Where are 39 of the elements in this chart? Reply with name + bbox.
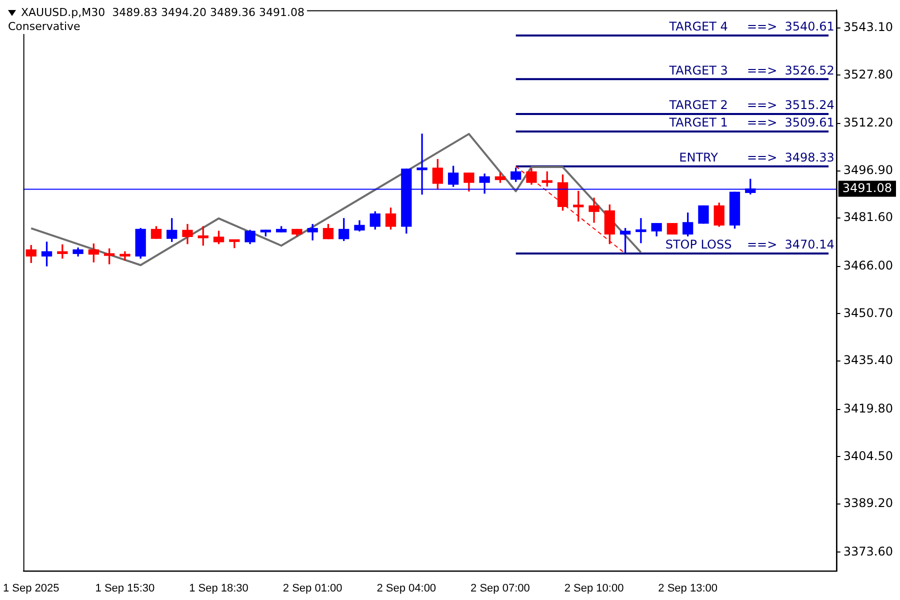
candlestick — [260, 230, 272, 236]
series-label: TARGET 3 — [668, 63, 728, 78]
y-tick-label: 3389.20 — [843, 496, 893, 510]
y-tick-label: 3496.90 — [843, 162, 893, 177]
x-tick-label: 1 Sep 15:30 — [95, 582, 155, 594]
series-label: TARGET 1 — [668, 116, 728, 130]
data-label: ==> 3540.61 — [746, 20, 834, 34]
series-label: TARGET 4 — [668, 20, 728, 34]
candlestick — [573, 190, 584, 222]
y-tick-label: 3512.20 — [843, 116, 893, 130]
ref-line-label: 3491.08 — [842, 180, 892, 195]
x-tick-label: 2 Sep 04:00 — [376, 582, 436, 594]
data-label: ==> 3509.61 — [746, 116, 834, 130]
y-tick-label: 3419.80 — [843, 401, 893, 416]
y-tick-label: 3543.10 — [843, 20, 893, 34]
candlestick — [666, 223, 678, 235]
chart-title: XAUUSD.p,M30 3489.83 3494.20 3489.36 3491.08 — [21, 6, 305, 20]
data-label: ==> 3515.24 — [746, 98, 834, 112]
series-label: STOP LOSS — [665, 238, 732, 252]
data-label: ==> 3498.33 — [746, 150, 834, 164]
y-tick-label: 3404.50 — [843, 448, 893, 463]
series-label: TARGET 2 — [668, 98, 728, 112]
x-tick-label: 1 Sep 2025 — [2, 582, 60, 594]
x-tick-label: 2 Sep 07:00 — [470, 582, 530, 594]
data-label: ==> 3470.14 — [746, 238, 834, 252]
candlestick — [698, 205, 709, 224]
y-tick-label: 3373.60 — [843, 544, 893, 558]
x-tick-label: 2 Sep 13:00 — [658, 582, 718, 594]
text: Conservative — [8, 20, 82, 34]
y-tick-label: 3466.00 — [843, 258, 893, 272]
x-tick-label: 2 Sep 01:00 — [282, 582, 342, 594]
series-label: ENTRY — [679, 150, 719, 164]
x-tick-label: 2 Sep 10:00 — [564, 582, 624, 594]
y-tick-label: 3527.80 — [843, 67, 893, 82]
y-tick-label: 3481.60 — [843, 210, 893, 224]
x-tick-label: 1 Sep 18:30 — [189, 582, 248, 594]
data-label: ==> 3526.52 — [746, 63, 834, 78]
y-tick-label: 3450.70 — [843, 306, 893, 320]
y-tick-label: 3435.40 — [843, 353, 893, 368]
